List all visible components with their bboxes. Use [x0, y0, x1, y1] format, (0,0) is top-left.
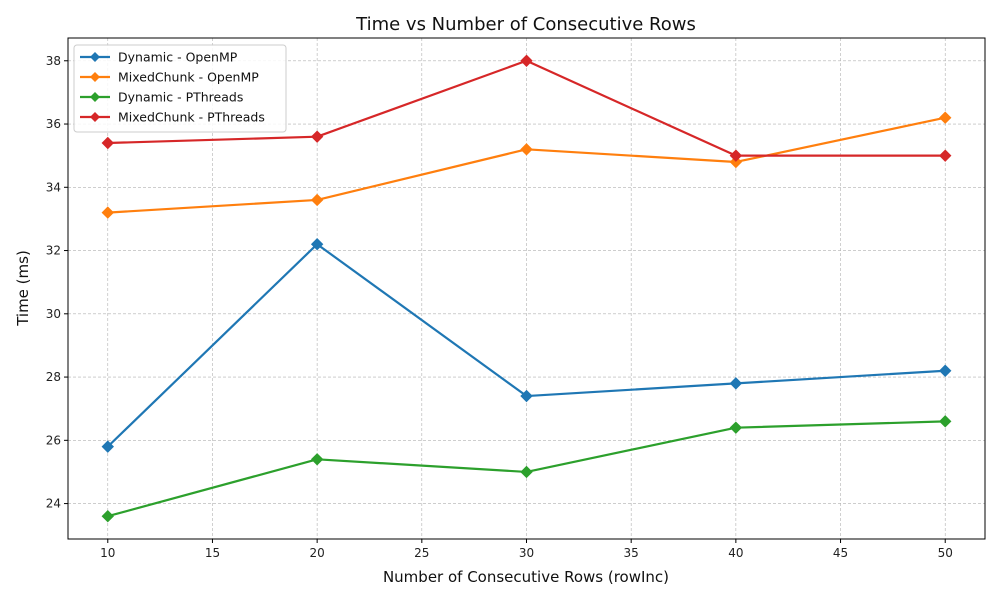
data-point — [520, 143, 533, 156]
legend-item: Dynamic - OpenMP — [80, 50, 238, 65]
x-tick-label: 45 — [833, 546, 848, 560]
legend-marker — [90, 92, 100, 102]
data-point — [101, 440, 114, 453]
legend-marker — [90, 52, 100, 62]
x-tick-label: 25 — [414, 546, 429, 560]
data-point — [310, 238, 324, 251]
x-tick-label: 35 — [624, 546, 639, 560]
y-tick-label: 36 — [46, 117, 61, 131]
legend: Dynamic - OpenMP MixedChunk - OpenMP Dynam… — [73, 44, 287, 133]
chart-title: Time vs Number of Consecutive Rows — [355, 14, 696, 35]
y-tick-label: 28 — [46, 370, 61, 384]
y-tick-label: 24 — [46, 497, 61, 511]
y-tick-label: 38 — [46, 54, 61, 68]
data-point — [939, 364, 952, 377]
series-mixedchunk-pthreads — [101, 54, 952, 162]
series-dynamic-pthreads — [101, 415, 952, 523]
data-point — [310, 130, 324, 143]
legend-label: MixedChunk - PThreads — [118, 110, 265, 125]
x-tick-label: 30 — [519, 546, 534, 560]
data-point — [101, 510, 114, 523]
x-tick-label: 20 — [309, 546, 324, 560]
x-tick-label: 15 — [205, 546, 220, 560]
x-axis: 10 15 20 25 30 35 40 45 50 — [100, 539, 953, 560]
legend-item: MixedChunk - PThreads — [80, 110, 265, 125]
y-tick-label: 32 — [46, 244, 61, 258]
y-axis: 24 26 28 30 32 34 36 38 — [46, 54, 68, 511]
x-tick-label: 40 — [728, 546, 743, 560]
series-mixedchunk-openmp — [101, 111, 952, 219]
y-tick-label: 26 — [46, 433, 61, 447]
y-tick-label: 34 — [46, 180, 61, 194]
legend-marker — [90, 72, 100, 82]
data-point — [101, 136, 114, 150]
data-point — [729, 377, 743, 390]
series-dynamic-openmp — [101, 238, 952, 453]
legend-box — [73, 44, 287, 133]
x-tick-label: 50 — [938, 546, 953, 560]
data-point — [520, 54, 533, 67]
data-point — [310, 193, 324, 207]
y-tick-label: 30 — [46, 307, 61, 321]
legend-marker — [90, 112, 100, 122]
data-point — [101, 206, 114, 219]
data-point — [729, 149, 743, 162]
legend-item: MixedChunk - OpenMP — [80, 70, 259, 85]
data-point — [939, 149, 952, 162]
x-tick-label: 10 — [100, 546, 115, 560]
data-point — [939, 111, 952, 124]
data-point — [939, 415, 952, 428]
data-point — [729, 155, 743, 169]
legend-label: Dynamic - OpenMP — [118, 50, 238, 65]
series-lines — [101, 54, 952, 523]
legend-item: Dynamic - PThreads — [80, 90, 243, 105]
data-point — [729, 421, 743, 434]
data-point — [520, 389, 533, 403]
data-point — [520, 465, 533, 479]
y-axis-title: Time (ms) — [14, 250, 32, 327]
legend-label: MixedChunk - OpenMP — [118, 70, 259, 85]
legend-label: Dynamic - PThreads — [118, 90, 243, 105]
x-axis-title: Number of Consecutive Rows (rowInc) — [383, 568, 669, 586]
data-point — [310, 453, 324, 466]
